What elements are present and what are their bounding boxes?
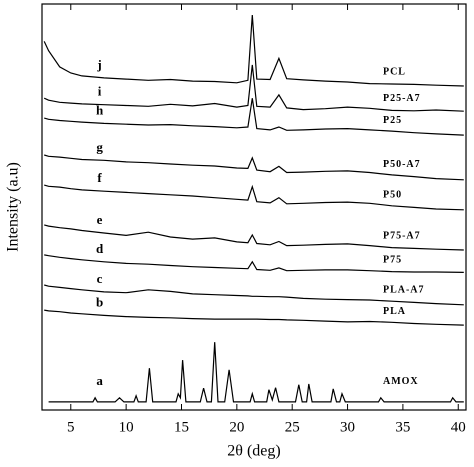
xrd-pattern (44, 309, 464, 326)
xrd-pattern (44, 98, 464, 136)
series-name: PLA-A7 (383, 285, 425, 296)
series-letter: d (96, 241, 104, 256)
series-letter: h (96, 102, 104, 117)
y-axis-label: Intensity (a.u) (5, 162, 22, 252)
xrd-pattern (44, 184, 464, 211)
x-tick-label: 15 (174, 419, 189, 435)
series-letter: j (96, 57, 101, 72)
x-tick-label: 30 (340, 419, 355, 435)
x-tick-label: 5 (67, 419, 75, 435)
series-name: P25 (383, 115, 402, 126)
x-tick-label: 35 (395, 419, 410, 435)
series-name: P75 (383, 254, 402, 265)
series-name: P75-A7 (383, 231, 421, 242)
xrd-pattern (44, 224, 464, 251)
series-letter: c (97, 271, 103, 286)
x-tick-label: 40 (451, 419, 466, 435)
xrd-pattern (44, 254, 464, 273)
x-axis-label: 2θ (deg) (227, 443, 280, 460)
plot-frame (41, 3, 467, 411)
series-letter: f (97, 170, 102, 185)
x-tick-label: 20 (229, 419, 244, 435)
series-letter: i (98, 84, 102, 99)
series-name: AMOX (383, 376, 419, 387)
series-letter: e (97, 212, 103, 227)
series-letter: b (96, 294, 103, 309)
series-name: P25-A7 (383, 93, 421, 104)
series-name: P50-A7 (383, 159, 421, 170)
xrd-pattern (44, 154, 464, 181)
series-name: PLA (383, 306, 406, 317)
x-tick-label: 10 (119, 419, 134, 435)
xrd-pattern (48, 342, 464, 403)
x-tick-label: 25 (285, 419, 300, 435)
xrd-pattern (43, 64, 464, 112)
xrd-pattern (44, 284, 464, 306)
series-letter: a (96, 373, 103, 388)
series-name: PCL (383, 67, 406, 78)
series-letter: g (96, 139, 103, 154)
xrd-pattern (43, 14, 464, 87)
series-name: P50 (383, 190, 402, 201)
